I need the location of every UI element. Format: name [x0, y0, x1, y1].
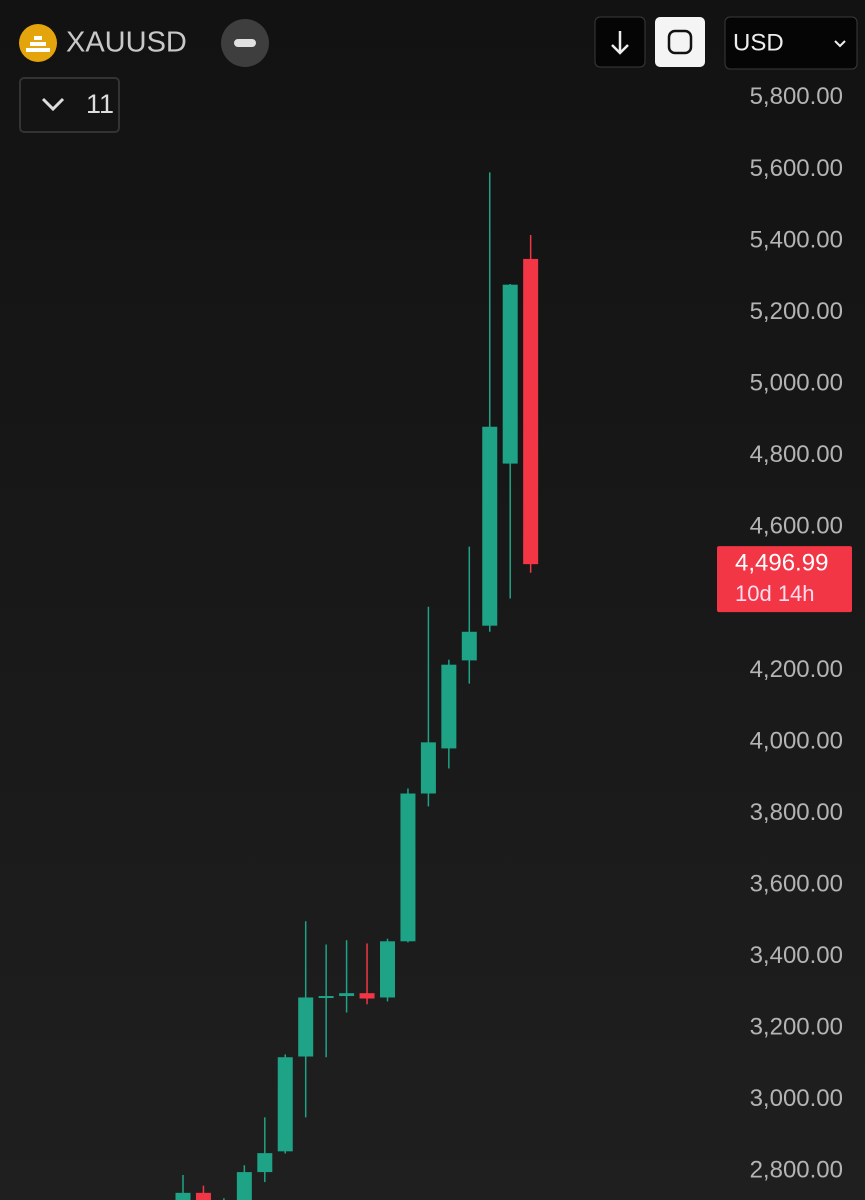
interval-button[interactable] — [19, 77, 120, 133]
y-tick-label: 4,000.00 — [750, 727, 843, 754]
body — [277, 1057, 293, 1152]
symbol: XAUUSD — [66, 27, 187, 59]
countdown: 10d 14h — [735, 581, 815, 606]
chevron — [41, 97, 65, 112]
minus-icon — [234, 39, 256, 47]
y-tick-label: 3,600.00 — [750, 870, 843, 897]
layout-button[interactable] — [655, 17, 705, 67]
body — [236, 1172, 252, 1200]
last-price: 4,496.99 — [735, 549, 828, 576]
currency-select[interactable] — [724, 16, 858, 70]
y-tick-label: 4,800.00 — [750, 441, 843, 468]
y-tick-label: 5,800.00 — [750, 83, 843, 110]
coin-bars — [26, 36, 50, 52]
body — [298, 997, 314, 1057]
last-price-tag — [717, 546, 852, 613]
body — [195, 1192, 211, 1200]
y-tick-label: 3,800.00 — [750, 799, 843, 826]
body — [502, 284, 518, 464]
plot — [175, 172, 539, 1200]
arrow-icon — [611, 31, 629, 55]
body — [318, 996, 334, 999]
body — [359, 993, 375, 999]
body — [482, 426, 498, 626]
y-tick-label: 5,200.00 — [750, 298, 843, 325]
body — [461, 631, 477, 661]
y-tick-label: 5,600.00 — [750, 155, 843, 182]
body — [400, 793, 416, 942]
body — [420, 742, 436, 794]
body — [339, 993, 355, 997]
body — [441, 664, 457, 749]
body — [380, 941, 395, 998]
y-tick-label: 3,400.00 — [750, 942, 843, 969]
y-tick-label: 4,600.00 — [750, 513, 843, 540]
y-tick-label: 3,200.00 — [750, 1014, 843, 1041]
y-tick-label: 5,400.00 — [750, 226, 843, 253]
body — [175, 1192, 191, 1200]
body — [257, 1153, 273, 1173]
y-tick-label: 5,000.00 — [750, 369, 843, 396]
currency: USD — [733, 29, 784, 56]
square-icon — [667, 29, 693, 55]
select-chevron — [834, 40, 846, 48]
body — [523, 258, 539, 565]
interval: 11 — [86, 89, 114, 119]
y-tick-label: 4,200.00 — [750, 656, 843, 683]
y-tick-label: 2,800.00 — [750, 1157, 843, 1184]
y-tick-label: 3,000.00 — [750, 1085, 843, 1112]
